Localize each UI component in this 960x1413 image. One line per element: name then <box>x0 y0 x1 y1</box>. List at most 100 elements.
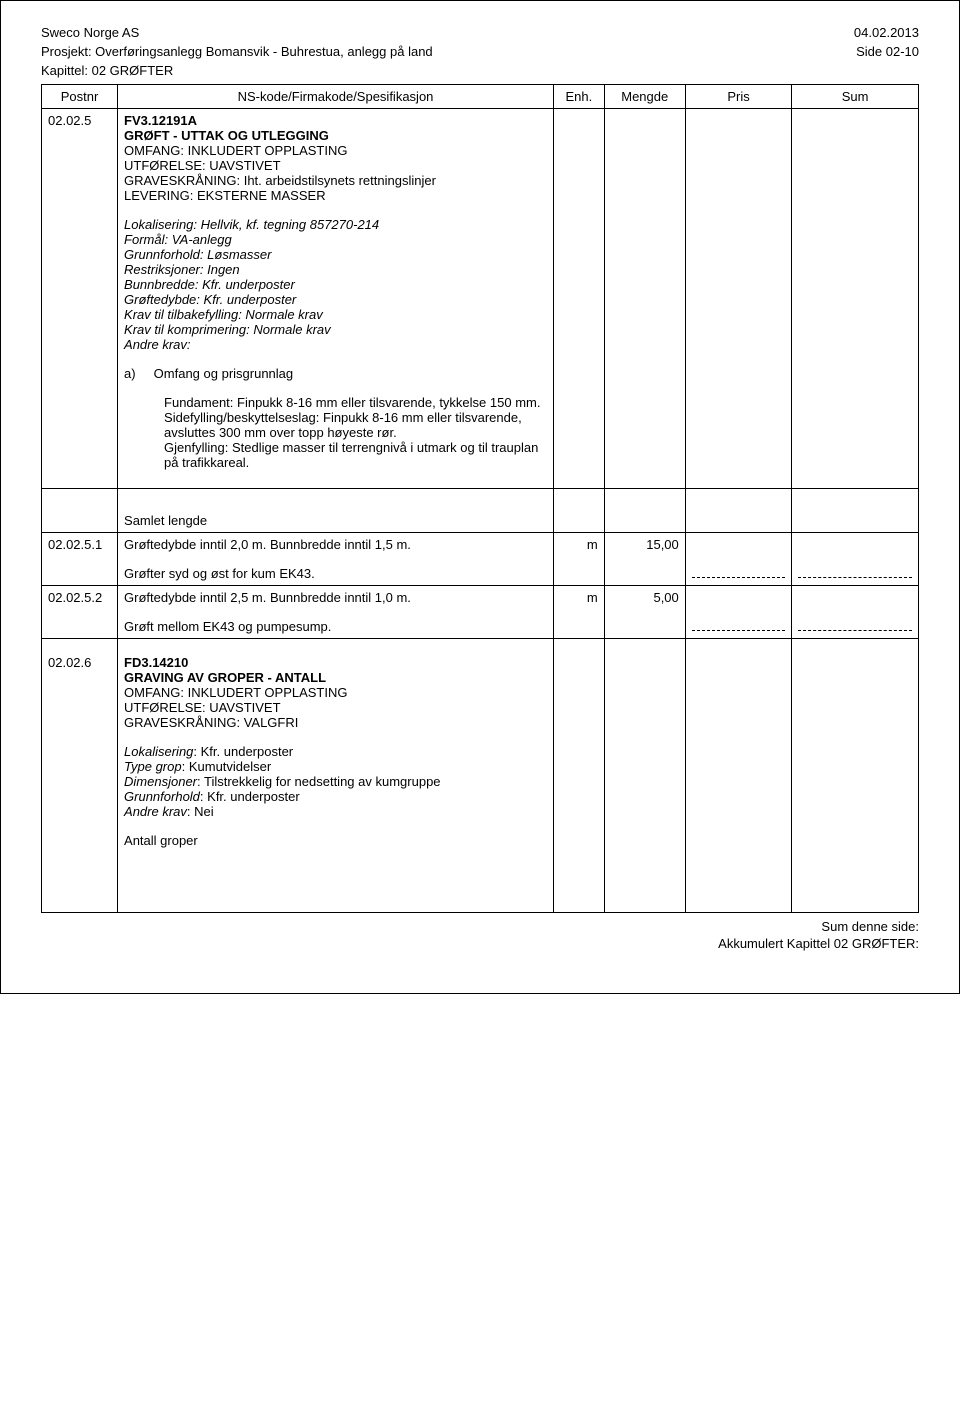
spec-line: Andre krav: <box>124 337 190 352</box>
row-02-02-5-2: 02.02.5.2 Grøftedybde inntil 2,5 m. Bunn… <box>42 586 919 639</box>
spec-line: Krav til tilbakefylling: Normale krav <box>124 307 323 322</box>
postnr-cell <box>42 489 118 533</box>
mengde-cell <box>604 109 685 489</box>
postnr-cell: 02.02.5.1 <box>42 533 118 586</box>
chapter-title: Kapittel: 02 GRØFTER <box>41 63 173 78</box>
spec-line: Restriksjoner: Ingen <box>124 262 240 277</box>
footer-acc-line: Akkumulert Kapittel 02 GRØFTER: <box>41 936 919 951</box>
postnr-cell: 02.02.5 <box>42 109 118 489</box>
code: FV3.12191A <box>124 113 197 128</box>
spec-line: Formål: VA-anlegg <box>124 232 232 247</box>
enh-cell <box>553 639 604 913</box>
col-sum: Sum <box>792 85 919 109</box>
detail-line: Fundament: Finpukk 8-16 mm eller tilsvar… <box>164 395 540 410</box>
spec-cell: Samlet lengde <box>118 489 554 533</box>
spec-line: OMFANG: INKLUDERT OPPLASTING <box>124 685 347 700</box>
spec-cell: FV3.12191A GRØFT - UTTAK OG UTLEGGING OM… <box>118 109 554 489</box>
code: FD3.14210 <box>124 655 188 670</box>
sum-cell <box>792 533 919 586</box>
row-samlet: Samlet lengde <box>42 489 919 533</box>
detail-block: Fundament: Finpukk 8-16 mm eller tilsvar… <box>124 395 547 470</box>
sum-cell <box>792 489 919 533</box>
spec-line: Grøftedybde: Kfr. underposter <box>124 292 296 307</box>
mengde-cell <box>604 639 685 913</box>
a-text: Omfang og prisgrunnlag <box>154 366 544 381</box>
sum-cell <box>792 639 919 913</box>
pris-cell <box>685 639 791 913</box>
col-postnr: Postnr <box>42 85 118 109</box>
spec-line: UTFØRELSE: UAVSTIVET <box>124 158 281 173</box>
spec-line: OMFANG: INKLUDERT OPPLASTING <box>124 143 347 158</box>
spec-line: Lokalisering: Kfr. underposter <box>124 744 293 759</box>
chapter-row: Kapittel: 02 GRØFTER <box>41 63 919 78</box>
spec-line: Bunnbredde: Kfr. underposter <box>124 277 295 292</box>
pris-cell <box>685 586 791 639</box>
spec-line: Type grop: Kumutvidelser <box>124 759 271 774</box>
page-side: Side 02-10 <box>856 44 919 59</box>
a-label: a) <box>124 366 150 381</box>
mengde-cell: 5,00 <box>604 586 685 639</box>
table-header-row: Postnr NS-kode/Firmakode/Spesifikasjon E… <box>42 85 919 109</box>
company-name: Sweco Norge AS <box>41 25 139 40</box>
spec-table: Postnr NS-kode/Firmakode/Spesifikasjon E… <box>41 84 919 913</box>
header-row: Sweco Norge AS 04.02.2013 <box>41 25 919 40</box>
dashed-line <box>692 577 785 578</box>
antall-groper: Antall groper <box>124 833 547 848</box>
pris-cell <box>685 109 791 489</box>
spec-line: LEVERING: EKSTERNE MASSER <box>124 188 326 203</box>
spec-line: Grøft mellom EK43 og pumpesump. <box>124 619 547 634</box>
enh-cell: m <box>553 586 604 639</box>
project-title: Prosjekt: Overføringsanlegg Bomansvik - … <box>41 44 433 59</box>
sum-cell <box>792 109 919 489</box>
italic-block: Lokalisering: Hellvik, kf. tegning 85727… <box>124 217 547 352</box>
spec-cell: Grøftedybde inntil 2,5 m. Bunnbredde inn… <box>118 586 554 639</box>
spec-line: Grunnforhold: Kfr. underposter <box>124 789 300 804</box>
spec-line: Dimensjoner: Tilstrekkelig for nedsettin… <box>124 774 441 789</box>
mengde-cell <box>604 489 685 533</box>
detail-line: Sidefylling/beskyttelseslag: Finpukk 8-1… <box>164 410 522 440</box>
dashed-line <box>692 630 785 631</box>
spec-heading-block: FV3.12191A GRØFT - UTTAK OG UTLEGGING OM… <box>124 113 547 203</box>
dashed-line <box>798 630 912 631</box>
spec-line: Grøfter syd og øst for kum EK43. <box>124 566 547 581</box>
pris-cell <box>685 489 791 533</box>
spec-line: GRAVESKRÅNING: Iht. arbeidstilsynets ret… <box>124 173 436 188</box>
dashed-line <box>798 577 912 578</box>
row-02-02-6: 02.02.6 FD3.14210 GRAVING AV GROPER - AN… <box>42 639 919 913</box>
spec-line: Andre krav: Nei <box>124 804 214 819</box>
spec-line: Grunnforhold: Løsmasser <box>124 247 271 262</box>
document-date: 04.02.2013 <box>854 25 919 40</box>
col-enh: Enh. <box>553 85 604 109</box>
spec-line: Grøftedybde inntil 2,0 m. Bunnbredde inn… <box>124 537 547 552</box>
mengde-cell: 15,00 <box>604 533 685 586</box>
row-02-02-5: 02.02.5 FV3.12191A GRØFT - UTTAK OG UTLE… <box>42 109 919 489</box>
footer-block: Sum denne side: Akkumulert Kapittel 02 G… <box>41 919 919 951</box>
title: GRAVING AV GROPER - ANTALL <box>124 670 326 685</box>
spec-heading-block: FD3.14210 GRAVING AV GROPER - ANTALL OMF… <box>124 655 547 730</box>
spec-cell: FD3.14210 GRAVING AV GROPER - ANTALL OMF… <box>118 639 554 913</box>
title: GRØFT - UTTAK OG UTLEGGING <box>124 128 329 143</box>
detail-line: Gjenfylling: Stedlige masser til terreng… <box>164 440 538 470</box>
postnr-cell: 02.02.6 <box>42 639 118 913</box>
spec-line: Krav til komprimering: Normale krav <box>124 322 331 337</box>
enh-cell: m <box>553 533 604 586</box>
sub-a-block: a) Omfang og prisgrunnlag <box>124 366 547 381</box>
col-mengde: Mengde <box>604 85 685 109</box>
col-pris: Pris <box>685 85 791 109</box>
footer-sum-line: Sum denne side: <box>41 919 919 934</box>
spec-line: GRAVESKRÅNING: VALGFRI <box>124 715 298 730</box>
postnr-cell: 02.02.5.2 <box>42 586 118 639</box>
enh-cell <box>553 489 604 533</box>
pris-cell <box>685 533 791 586</box>
spec-line: Lokalisering: Hellvik, kf. tegning 85727… <box>124 217 379 232</box>
project-row: Prosjekt: Overføringsanlegg Bomansvik - … <box>41 44 919 59</box>
row-02-02-5-1: 02.02.5.1 Grøftedybde inntil 2,0 m. Bunn… <box>42 533 919 586</box>
sum-cell <box>792 586 919 639</box>
spec-cell: Grøftedybde inntil 2,0 m. Bunnbredde inn… <box>118 533 554 586</box>
italic-block: Lokalisering: Kfr. underposter Type grop… <box>124 744 547 819</box>
enh-cell <box>553 109 604 489</box>
spec-line: Grøftedybde inntil 2,5 m. Bunnbredde inn… <box>124 590 547 605</box>
spec-line: UTFØRELSE: UAVSTIVET <box>124 700 281 715</box>
col-spec: NS-kode/Firmakode/Spesifikasjon <box>118 85 554 109</box>
page: Sweco Norge AS 04.02.2013 Prosjekt: Over… <box>0 0 960 994</box>
